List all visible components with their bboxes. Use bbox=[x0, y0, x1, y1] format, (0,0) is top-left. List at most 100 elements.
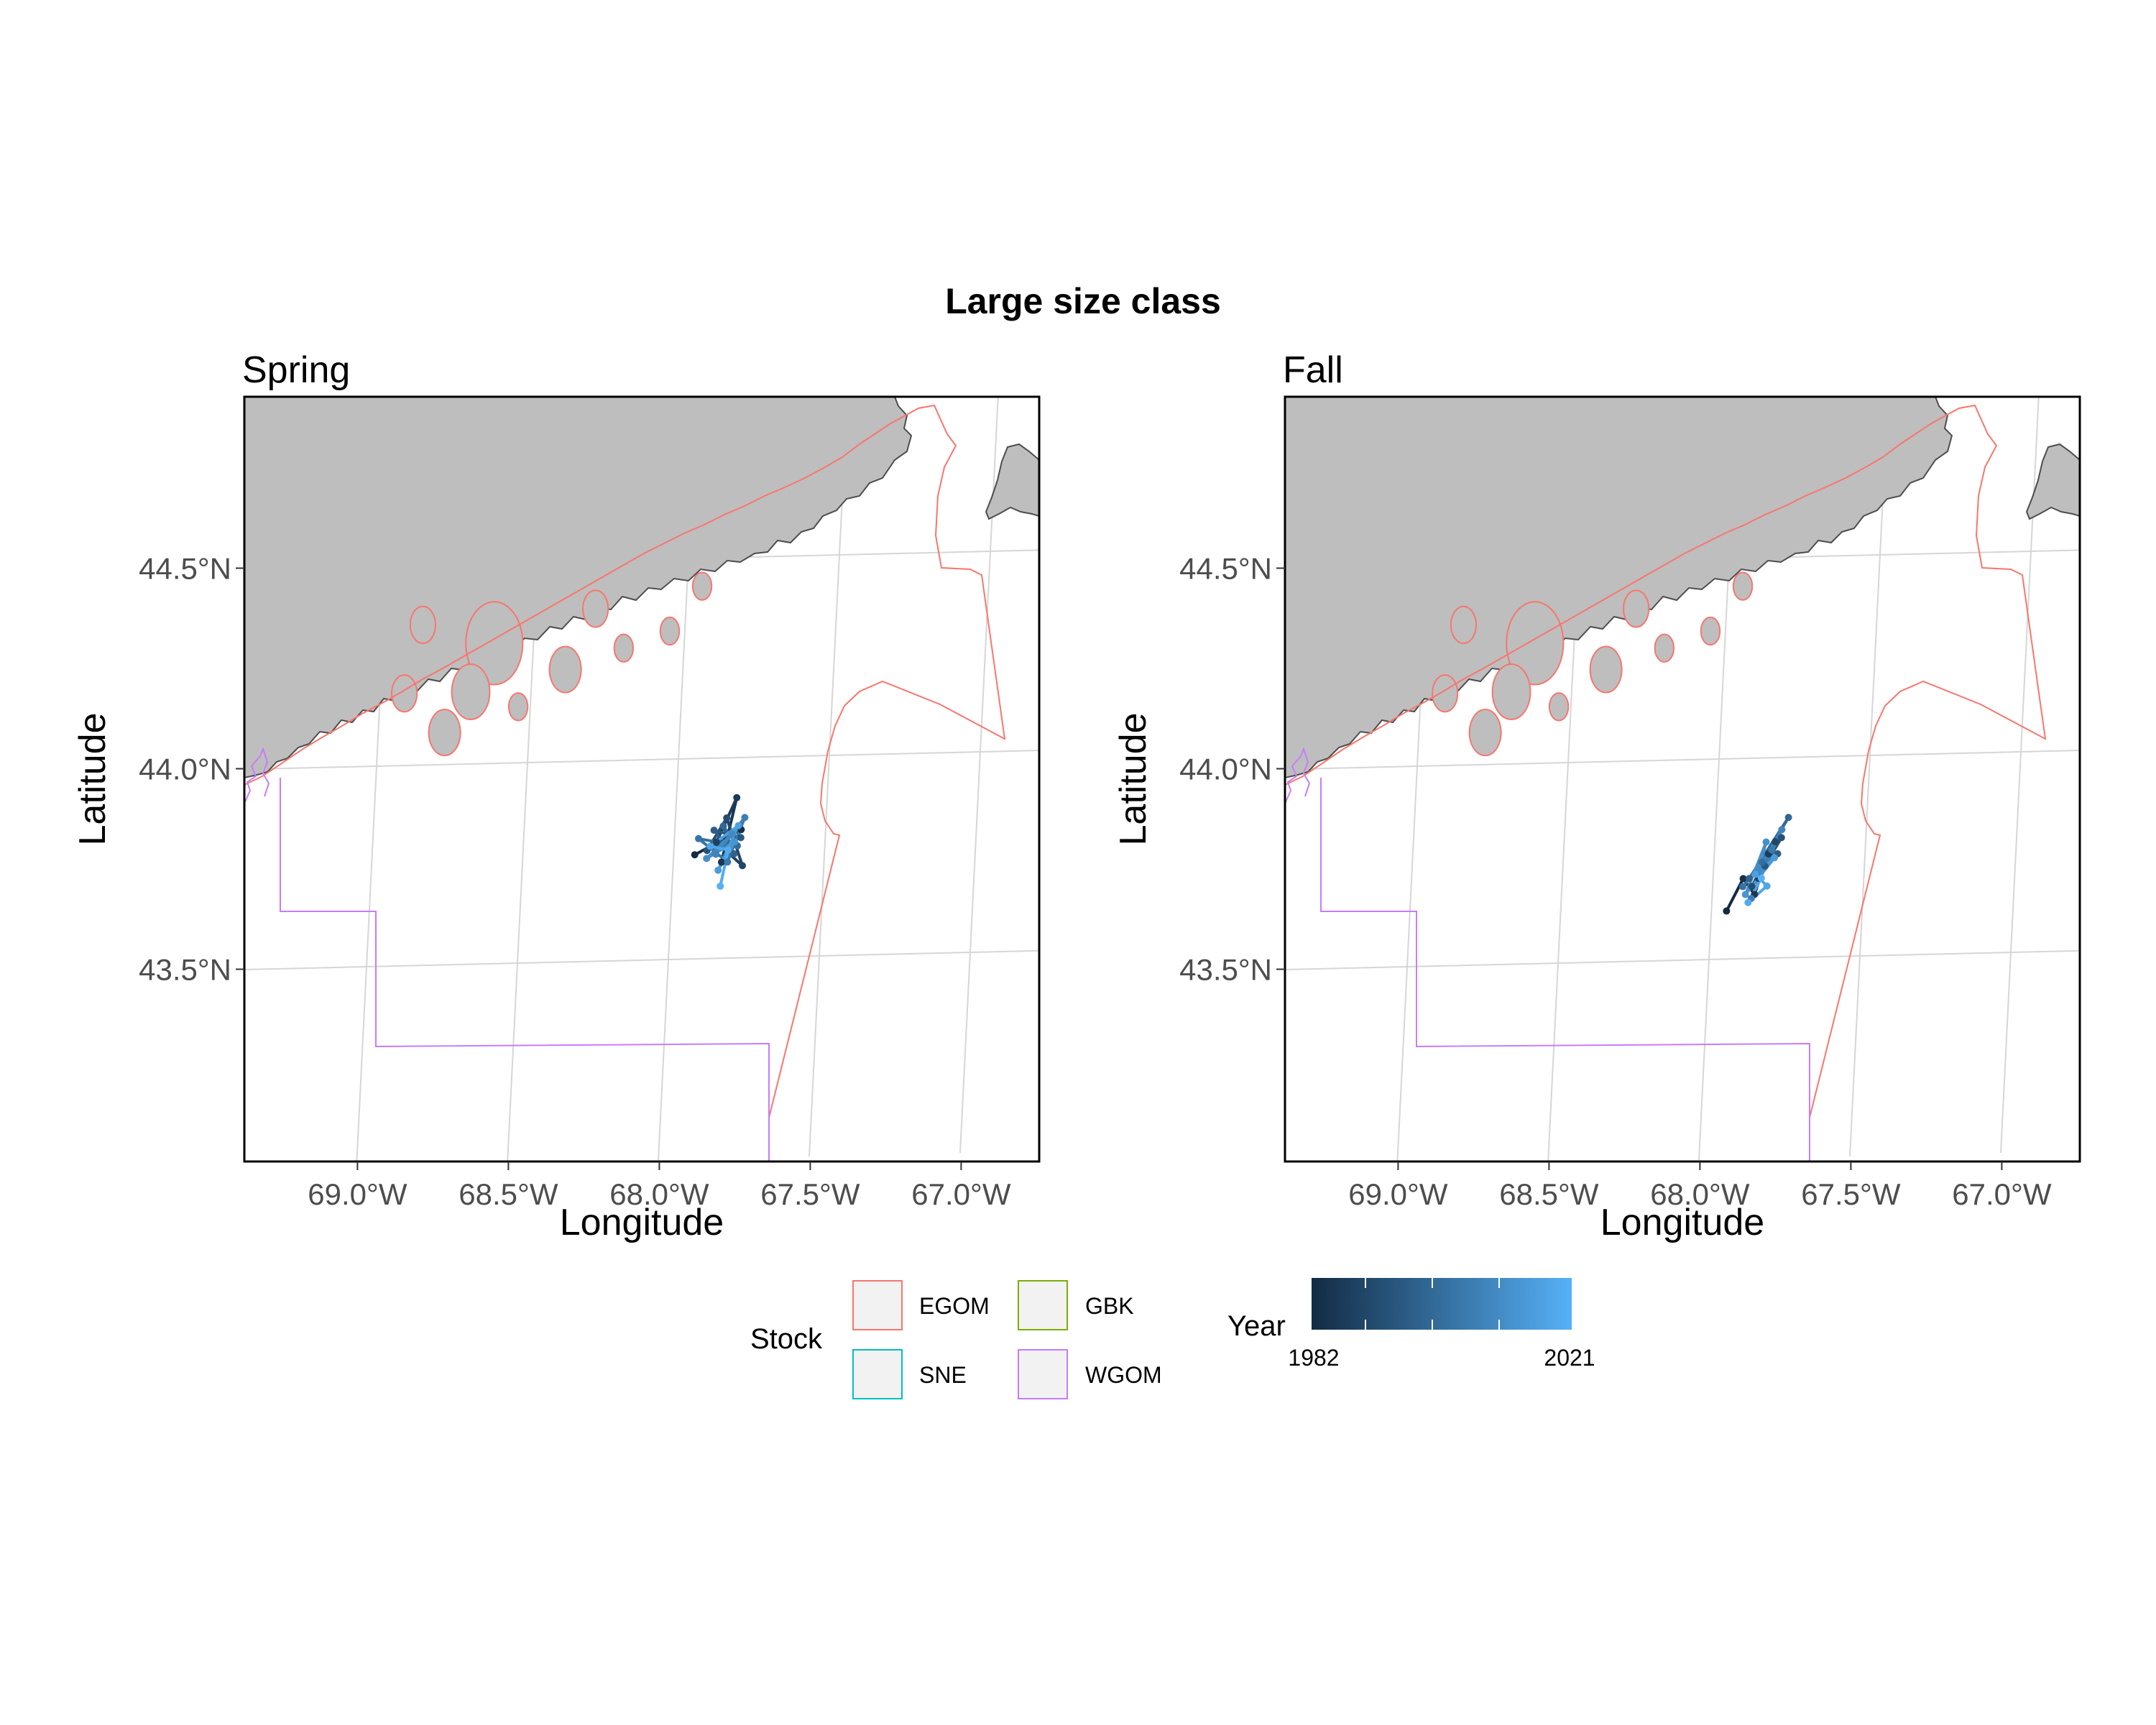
x-tick-label: 67.5°W bbox=[1801, 1177, 1901, 1211]
island bbox=[451, 663, 491, 720]
track-point bbox=[734, 822, 742, 829]
island bbox=[1623, 589, 1650, 628]
track-point bbox=[723, 814, 731, 822]
island bbox=[1654, 633, 1675, 663]
track-point bbox=[717, 882, 724, 890]
year-legend-title: Year bbox=[1227, 1310, 1286, 1342]
track-point bbox=[737, 834, 745, 842]
track-point bbox=[1723, 907, 1731, 915]
track-point bbox=[1739, 875, 1747, 883]
track-point bbox=[719, 822, 727, 830]
wgom-coast bbox=[1285, 747, 1311, 804]
fall-map-panel: Fall 69.0°W 68.5°W 68.0°W 67.5°W 67.0°W 44.5… bbox=[1112, 349, 2081, 1243]
stock-legend: Stock EGOM GBK SNE WGOM bbox=[750, 1280, 1162, 1399]
island bbox=[1468, 709, 1502, 757]
y-tick-label: 44.5°N bbox=[1179, 552, 1272, 586]
track-point bbox=[733, 794, 741, 801]
track-point bbox=[1763, 882, 1771, 890]
fall-survey-track bbox=[1723, 814, 1792, 915]
year-legend: Year 1982 2021 bbox=[1227, 1278, 1595, 1371]
track-point bbox=[730, 850, 738, 857]
legend-key-sne: SNE bbox=[852, 1349, 967, 1399]
track-point bbox=[1762, 838, 1770, 846]
parallel-line bbox=[244, 949, 1039, 971]
x-tick-label: 67.0°W bbox=[911, 1177, 1011, 1211]
track-point bbox=[1757, 874, 1765, 882]
track-point bbox=[739, 862, 747, 870]
track-point bbox=[703, 855, 711, 862]
wgom-coast bbox=[244, 747, 270, 804]
track-point bbox=[714, 866, 722, 874]
spring-map-panel: Spring 69.0°W 68.5°W 68.0°W 67.5°W 67.0°W 44… bbox=[72, 349, 1041, 1243]
track-point bbox=[1758, 858, 1766, 866]
legend-key-egom: EGOM bbox=[852, 1280, 990, 1330]
wgom-boundary bbox=[1320, 778, 1810, 1162]
track-point bbox=[717, 858, 725, 866]
y-tick-label: 43.5°N bbox=[1179, 953, 1272, 987]
x-tick-label: 69.0°W bbox=[308, 1177, 407, 1211]
island bbox=[691, 571, 713, 601]
gbk-swatch bbox=[1018, 1280, 1068, 1330]
island bbox=[1491, 663, 1531, 720]
y-axis-ticks: 44.5°N 44.0°N 43.5°N bbox=[1179, 552, 1285, 987]
islands bbox=[1432, 571, 1754, 757]
x-tick-label: 68.0°W bbox=[609, 1177, 709, 1211]
egom-label: EGOM bbox=[919, 1293, 990, 1319]
islands bbox=[391, 571, 713, 757]
island bbox=[1732, 571, 1754, 601]
island bbox=[1450, 605, 1478, 645]
track-point bbox=[1741, 891, 1749, 898]
track-point bbox=[731, 838, 739, 846]
x-tick-label: 67.0°W bbox=[1952, 1177, 2052, 1211]
y-tick-label: 43.5°N bbox=[139, 953, 231, 987]
sne-swatch bbox=[852, 1349, 903, 1399]
colorbar-ticks bbox=[1365, 1278, 1500, 1330]
island bbox=[1506, 601, 1565, 686]
y-axis-label: Latitude bbox=[72, 712, 114, 845]
x-tick-label: 68.5°W bbox=[459, 1177, 558, 1211]
y-tick-label: 44.5°N bbox=[139, 552, 231, 586]
year-min-label: 1982 bbox=[1288, 1345, 1339, 1371]
track-point bbox=[728, 830, 736, 838]
track-point bbox=[724, 846, 732, 854]
island bbox=[428, 709, 461, 757]
track-point bbox=[1746, 875, 1753, 883]
track-point bbox=[691, 851, 699, 859]
y-axis-ticks: 44.5°N 44.0°N 43.5°N bbox=[139, 552, 244, 987]
y-axis-label: Latitude bbox=[1112, 712, 1154, 845]
spring-survey-track bbox=[691, 794, 749, 890]
track-point bbox=[1777, 834, 1785, 842]
track-point bbox=[741, 814, 749, 822]
track-point bbox=[712, 850, 720, 858]
track-segment bbox=[719, 796, 739, 864]
parallel-line bbox=[1285, 949, 2080, 971]
track-point bbox=[695, 834, 702, 842]
x-axis-label: Longitude bbox=[560, 1202, 724, 1243]
island bbox=[465, 601, 524, 686]
track-point bbox=[1748, 883, 1756, 891]
island bbox=[548, 645, 582, 694]
island bbox=[1548, 692, 1570, 722]
island bbox=[659, 616, 681, 646]
track-point bbox=[1744, 898, 1752, 906]
stock-legend-title: Stock bbox=[750, 1323, 823, 1355]
island bbox=[409, 605, 437, 645]
x-axis-ticks: 69.0°W 68.5°W 68.0°W 67.5°W 67.0°W bbox=[1348, 1162, 2052, 1211]
x-tick-label: 68.5°W bbox=[1499, 1177, 1599, 1211]
year-max-label: 2021 bbox=[1544, 1345, 1595, 1371]
island bbox=[613, 633, 635, 663]
sne-label: SNE bbox=[919, 1362, 967, 1388]
wgom-label: WGOM bbox=[1085, 1362, 1162, 1388]
island bbox=[507, 692, 529, 722]
track-point bbox=[724, 858, 732, 866]
x-axis-label: Longitude bbox=[1600, 1202, 1764, 1243]
legend-key-wgom: WGOM bbox=[1018, 1349, 1162, 1399]
parallel-line bbox=[1285, 750, 2080, 770]
track-point bbox=[1768, 846, 1776, 854]
figure-title: Large size class bbox=[945, 281, 1221, 321]
panel-border bbox=[1284, 395, 2081, 1163]
parallel-line bbox=[244, 750, 1039, 770]
panel-border bbox=[243, 395, 1041, 1163]
legend-key-gbk: GBK bbox=[1018, 1280, 1134, 1330]
panel-title-spring: Spring bbox=[242, 349, 350, 391]
